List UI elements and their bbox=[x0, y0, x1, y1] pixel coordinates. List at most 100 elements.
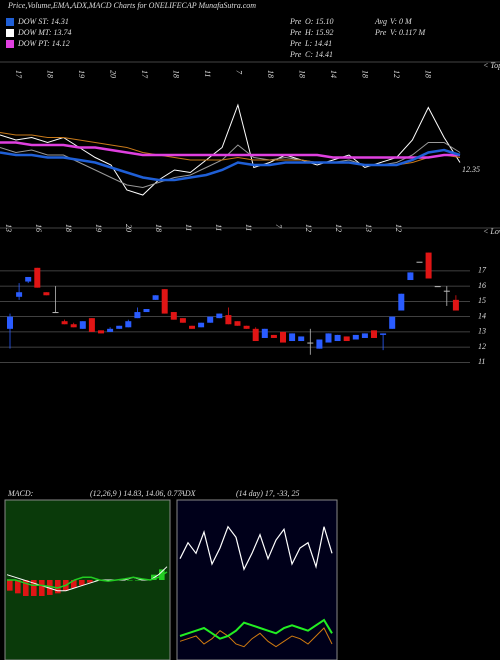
candle-body bbox=[25, 276, 32, 282]
info-value: O: 15.10 bbox=[305, 17, 333, 26]
y-tick-label: 13 bbox=[478, 327, 486, 336]
di-minus-line bbox=[179, 627, 333, 648]
macd-bar bbox=[71, 580, 77, 588]
date-label: 11 bbox=[203, 70, 212, 77]
macd-label: MACD: bbox=[7, 489, 34, 498]
candle-body bbox=[261, 328, 268, 338]
y-tick-label: 16 bbox=[478, 281, 486, 290]
adx-panel bbox=[176, 499, 338, 660]
candle-body bbox=[207, 316, 214, 323]
date-label: 12 bbox=[392, 70, 401, 78]
candle-body bbox=[434, 286, 441, 288]
macd-bar bbox=[23, 580, 29, 596]
candle-body bbox=[170, 312, 177, 320]
candle-body bbox=[34, 267, 41, 288]
macd-line bbox=[6, 566, 168, 592]
candle-body bbox=[43, 292, 50, 296]
y-tick-label: 12 bbox=[478, 342, 486, 351]
candle-body bbox=[179, 318, 186, 323]
candle-body bbox=[107, 328, 114, 332]
candle-body bbox=[225, 315, 232, 325]
candle-body bbox=[243, 325, 250, 329]
candle-body bbox=[352, 334, 359, 340]
info-key: Pre bbox=[289, 17, 302, 26]
candle-body bbox=[371, 330, 377, 338]
candle-body bbox=[70, 324, 77, 328]
candle-body bbox=[289, 333, 296, 342]
info-value: V: 0.117 M bbox=[390, 28, 426, 37]
candle-body bbox=[79, 321, 86, 329]
price-label: 12.35 bbox=[462, 165, 480, 174]
candle-body bbox=[134, 312, 141, 319]
candle-body bbox=[125, 321, 132, 328]
macd-bar bbox=[79, 580, 85, 586]
date-label: 7 bbox=[274, 224, 283, 229]
candle-body bbox=[361, 333, 368, 338]
candle-body bbox=[325, 333, 332, 343]
date-label: 14 bbox=[329, 70, 338, 78]
candle-body bbox=[307, 342, 314, 344]
edge-label: < Lows bbox=[483, 227, 500, 236]
date-label: 13 bbox=[364, 224, 373, 232]
candle-body bbox=[143, 309, 150, 313]
candle-body bbox=[398, 293, 405, 311]
date-label: 7 bbox=[235, 70, 244, 75]
adx-params: (14 day) 17, -33, 25 bbox=[236, 489, 300, 498]
macd-bar bbox=[135, 580, 141, 581]
info-key: Pre bbox=[374, 28, 387, 37]
candle-body bbox=[280, 331, 286, 343]
candle-body bbox=[61, 321, 68, 325]
date-label: 18 bbox=[361, 70, 370, 78]
info-key: Pre bbox=[289, 39, 302, 48]
candle-body bbox=[298, 336, 305, 342]
adx-label: ADX bbox=[179, 489, 197, 498]
candle-body bbox=[316, 339, 323, 349]
candle-body bbox=[189, 325, 195, 329]
candle-body bbox=[88, 318, 95, 332]
candle-body bbox=[407, 272, 414, 281]
info-key: Avg bbox=[374, 17, 387, 26]
ema-line bbox=[0, 148, 461, 182]
di-plus-line bbox=[179, 525, 333, 572]
candle-body bbox=[343, 336, 350, 342]
macd-bar bbox=[15, 580, 21, 594]
macd-bar bbox=[87, 580, 93, 583]
date-label: 18 bbox=[154, 224, 163, 232]
date-label: 18 bbox=[64, 224, 73, 232]
y-tick-label: 11 bbox=[478, 357, 485, 366]
date-label: 12 bbox=[304, 224, 313, 232]
candle-body bbox=[452, 299, 459, 311]
candle-body bbox=[425, 252, 432, 279]
date-label: 18 bbox=[46, 70, 55, 78]
ema-line bbox=[0, 141, 460, 159]
legend-swatch bbox=[6, 40, 14, 48]
macd-bar bbox=[39, 580, 45, 596]
candle-body bbox=[443, 290, 450, 292]
signal-line bbox=[7, 571, 168, 589]
candle-body bbox=[7, 316, 13, 329]
date-label: 18 bbox=[298, 70, 307, 78]
date-label: 11 bbox=[184, 224, 193, 231]
info-key: Pre bbox=[289, 50, 302, 59]
candle-body bbox=[161, 289, 168, 314]
candle-body bbox=[380, 333, 387, 335]
candle-body bbox=[98, 330, 104, 334]
date-label: 11 bbox=[214, 224, 223, 231]
legend-swatch bbox=[6, 18, 14, 26]
date-label: 12 bbox=[394, 224, 403, 232]
date-label: 19 bbox=[94, 224, 103, 232]
y-tick-label: 14 bbox=[478, 311, 486, 320]
edge-label: < Tops bbox=[483, 61, 500, 70]
date-label: 17 bbox=[14, 70, 23, 79]
date-label: 13 bbox=[4, 224, 13, 232]
date-label: 16 bbox=[34, 224, 43, 232]
date-label: 18 bbox=[172, 70, 181, 78]
info-key: Pre bbox=[289, 28, 302, 37]
macd-bar bbox=[55, 580, 61, 594]
candle-body bbox=[52, 312, 59, 314]
info-value: L: 14.41 bbox=[304, 39, 332, 48]
macd-params: (12,26,9 ) 14.83, 14.06, 0.77 bbox=[90, 489, 182, 498]
date-label: 18 bbox=[424, 70, 433, 78]
date-label: 12 bbox=[334, 224, 343, 232]
